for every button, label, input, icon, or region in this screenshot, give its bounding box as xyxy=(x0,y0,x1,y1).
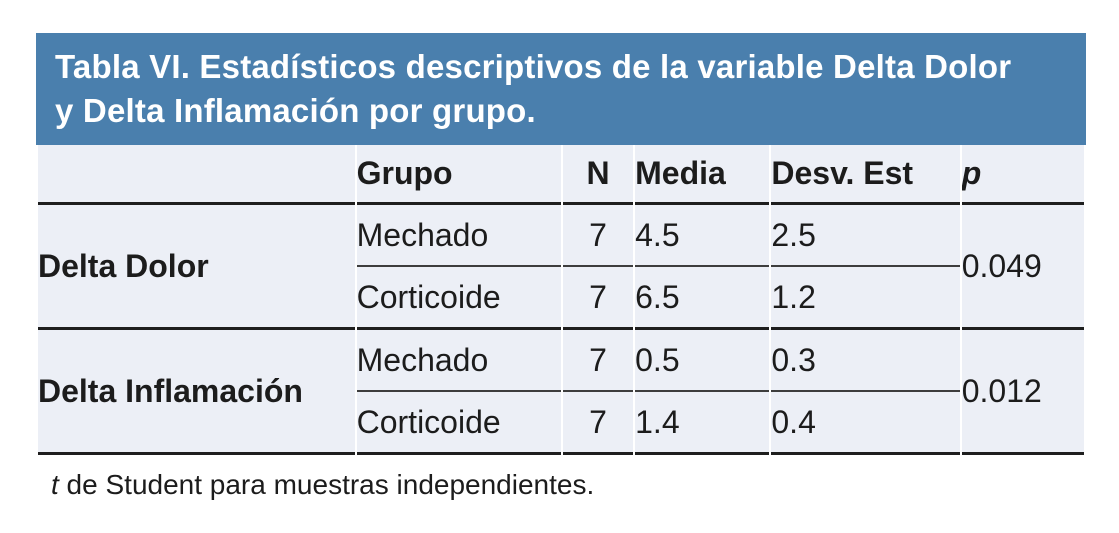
cell-p-value-dolor: 0.049 xyxy=(961,205,1084,330)
cell-n: 7 xyxy=(563,392,634,455)
cell-p-value-inflamacion: 0.012 xyxy=(961,330,1084,455)
header-media: Media xyxy=(635,145,770,205)
cell-desv: 0.3 xyxy=(771,330,960,392)
cell-media: 1.4 xyxy=(635,392,770,455)
cell-media: 6.5 xyxy=(635,267,770,330)
cell-n: 7 xyxy=(563,267,634,330)
cell-desv: 1.2 xyxy=(771,267,960,330)
cell-media: 4.5 xyxy=(635,205,770,267)
table-footnote: t de Student para muestras independiente… xyxy=(51,467,594,503)
cell-grupo: Mechado xyxy=(356,330,561,392)
header-variable xyxy=(38,145,355,205)
cell-media: 0.5 xyxy=(635,330,770,392)
cell-grupo: Corticoide xyxy=(356,392,561,455)
header-desv-est: Desv. Est xyxy=(771,145,960,205)
stats-table-block: Tabla VI. Estadísticos descriptivos de l… xyxy=(36,33,1086,455)
cell-grupo: Corticoide xyxy=(356,267,561,330)
footnote-t-symbol: t xyxy=(51,469,59,500)
table-row-dolor-corticoide: Corticoide 7 6.5 1.2 xyxy=(38,267,1084,330)
table-row-inflamacion-corticoide: Corticoide 7 1.4 0.4 xyxy=(38,392,1084,455)
header-row: Grupo N Media Desv. Est p xyxy=(38,145,1084,205)
cell-n: 7 xyxy=(563,205,634,267)
table-title-line1: Tabla VI. Estadísticos descriptivos de l… xyxy=(55,48,1012,85)
footnote-text: de Student para muestras independientes. xyxy=(58,469,595,500)
cell-desv: 2.5 xyxy=(771,205,960,267)
header-n: N xyxy=(563,145,634,205)
cell-desv: 0.4 xyxy=(771,392,960,455)
cell-n: 7 xyxy=(563,330,634,392)
table-row-dolor-mechado: Delta Dolor Mechado 7 4.5 2.5 0.049 xyxy=(38,205,1084,330)
row-label-delta-inflamacion: Delta Inflamación xyxy=(38,330,355,455)
row-label-delta-dolor: Delta Dolor xyxy=(38,205,355,330)
header-p: p xyxy=(961,145,1084,205)
table-row-inflamacion-mechado: Delta Inflamación Mechado 7 0.5 0.3 0.01… xyxy=(38,330,1084,455)
descriptive-stats-table: Grupo N Media Desv. Est p Delta Dolor Me… xyxy=(36,145,1086,455)
table-title-band: Tabla VI. Estadísticos descriptivos de l… xyxy=(36,33,1086,145)
header-grupo: Grupo xyxy=(356,145,561,205)
table-title-line2: y Delta Inflamación por grupo. xyxy=(55,92,536,129)
cell-grupo: Mechado xyxy=(356,205,561,267)
